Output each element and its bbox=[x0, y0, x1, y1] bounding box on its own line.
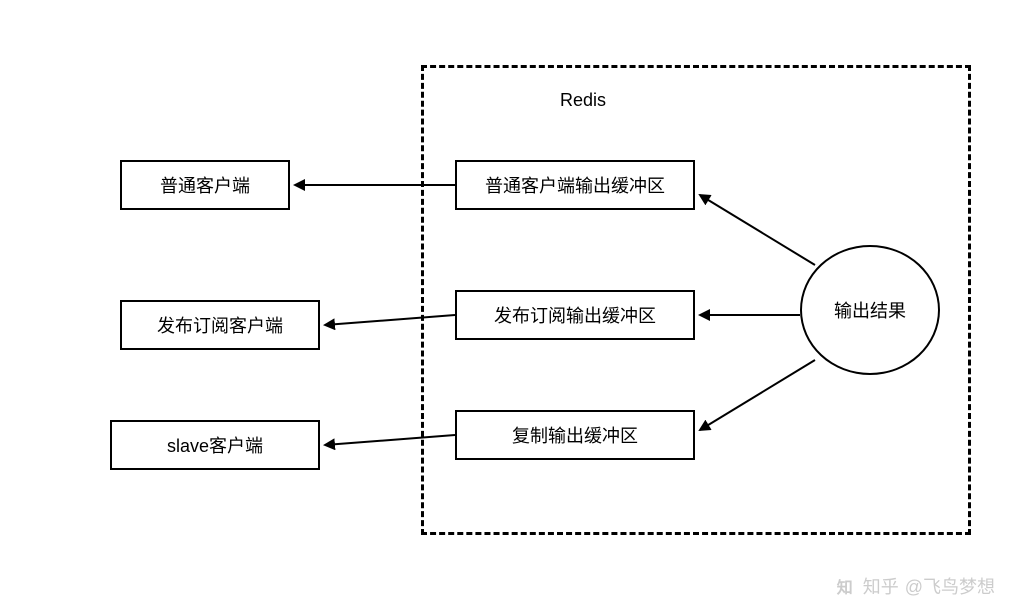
zhihu-icon: 知 bbox=[833, 574, 857, 598]
redis-title: Redis bbox=[560, 90, 606, 111]
node-output-result-label: 输出结果 bbox=[834, 297, 906, 323]
node-client-pubsub: 发布订阅客户端 bbox=[120, 300, 320, 350]
node-client-normal-label: 普通客户端 bbox=[160, 172, 250, 198]
node-buffer-normal: 普通客户端输出缓冲区 bbox=[455, 160, 695, 210]
node-client-slave: slave客户端 bbox=[110, 420, 320, 470]
node-client-slave-label: slave客户端 bbox=[167, 432, 263, 458]
node-buffer-replicate: 复制输出缓冲区 bbox=[455, 410, 695, 460]
node-client-normal: 普通客户端 bbox=[120, 160, 290, 210]
node-buffer-replicate-label: 复制输出缓冲区 bbox=[512, 422, 638, 448]
watermark: 知 知乎 @飞鸟梦想 bbox=[833, 573, 995, 599]
diagram-canvas: Redis 普通客户端 发布订阅客户端 slave客户端 普通客户端输出缓冲区 … bbox=[0, 0, 1015, 609]
watermark-platform: 知乎 bbox=[863, 573, 899, 599]
node-buffer-pubsub-label: 发布订阅输出缓冲区 bbox=[494, 302, 656, 328]
node-client-pubsub-label: 发布订阅客户端 bbox=[157, 312, 283, 338]
node-buffer-pubsub: 发布订阅输出缓冲区 bbox=[455, 290, 695, 340]
watermark-text: @飞鸟梦想 bbox=[905, 573, 995, 599]
node-output-result: 输出结果 bbox=[800, 245, 940, 375]
node-buffer-normal-label: 普通客户端输出缓冲区 bbox=[485, 172, 665, 198]
